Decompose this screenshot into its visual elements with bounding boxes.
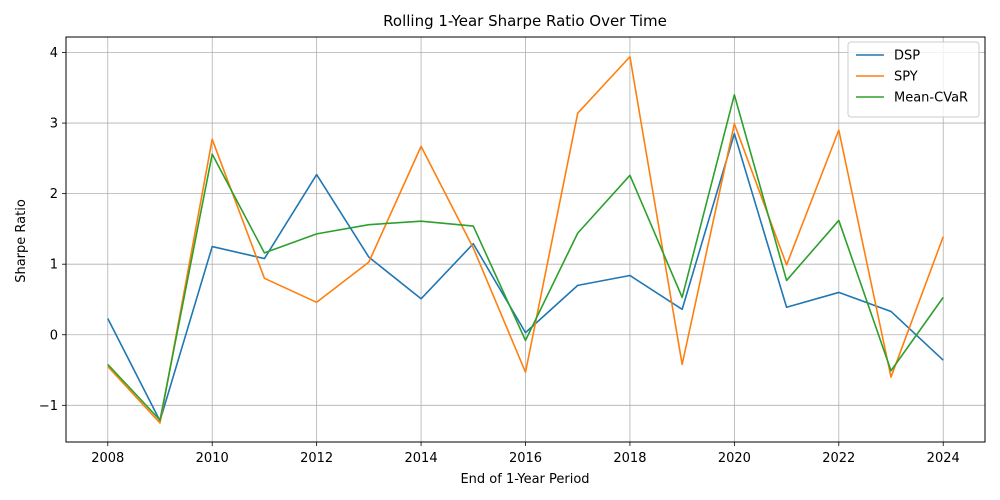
x-tick-label: 2008 (91, 451, 124, 466)
series-line-spy (107, 55, 944, 424)
legend-box (847, 41, 980, 118)
series-line-dsp (107, 132, 944, 422)
legend-label-spy: SPY (894, 70, 918, 85)
x-tick-label: 2014 (405, 451, 438, 466)
x-tick-label: 2016 (509, 451, 542, 466)
series-lines (107, 55, 944, 424)
x-tick-label: 2018 (613, 451, 646, 466)
y-tick-label: 2 (50, 187, 58, 202)
legend-label-mean-cvar: Mean-CVaR (894, 91, 968, 106)
x-tick-label: 2010 (196, 451, 229, 466)
y-tick-label: 4 (50, 46, 58, 61)
y-tick-label: 0 (50, 328, 58, 343)
y-tick-label: 1 (50, 258, 58, 273)
grid-lines (66, 37, 985, 442)
x-axis-ticks: 2008 2010 2012 2014 2016 2018 2020 2022 2024 (91, 442, 960, 466)
x-axis-label: End of 1-Year Period (460, 472, 589, 487)
x-tick-label: 2024 (927, 451, 960, 466)
x-tick-label: 2022 (822, 451, 855, 466)
x-tick-label: 2020 (718, 451, 751, 466)
y-tick-label: −1 (39, 399, 58, 414)
x-tick-label: 2012 (300, 451, 333, 466)
chart-title: Rolling 1-Year Sharpe Ratio Over Time (383, 12, 667, 30)
legend-label-dsp: DSP (894, 49, 920, 64)
y-tick-label: 3 (50, 117, 58, 132)
series-line-mean-cvar (107, 94, 944, 421)
y-axis-label: Sharpe Ratio (14, 199, 29, 283)
y-axis-ticks: −1 0 1 2 3 4 (39, 46, 66, 414)
legend: DSP SPY Mean-CVaR (847, 41, 980, 118)
